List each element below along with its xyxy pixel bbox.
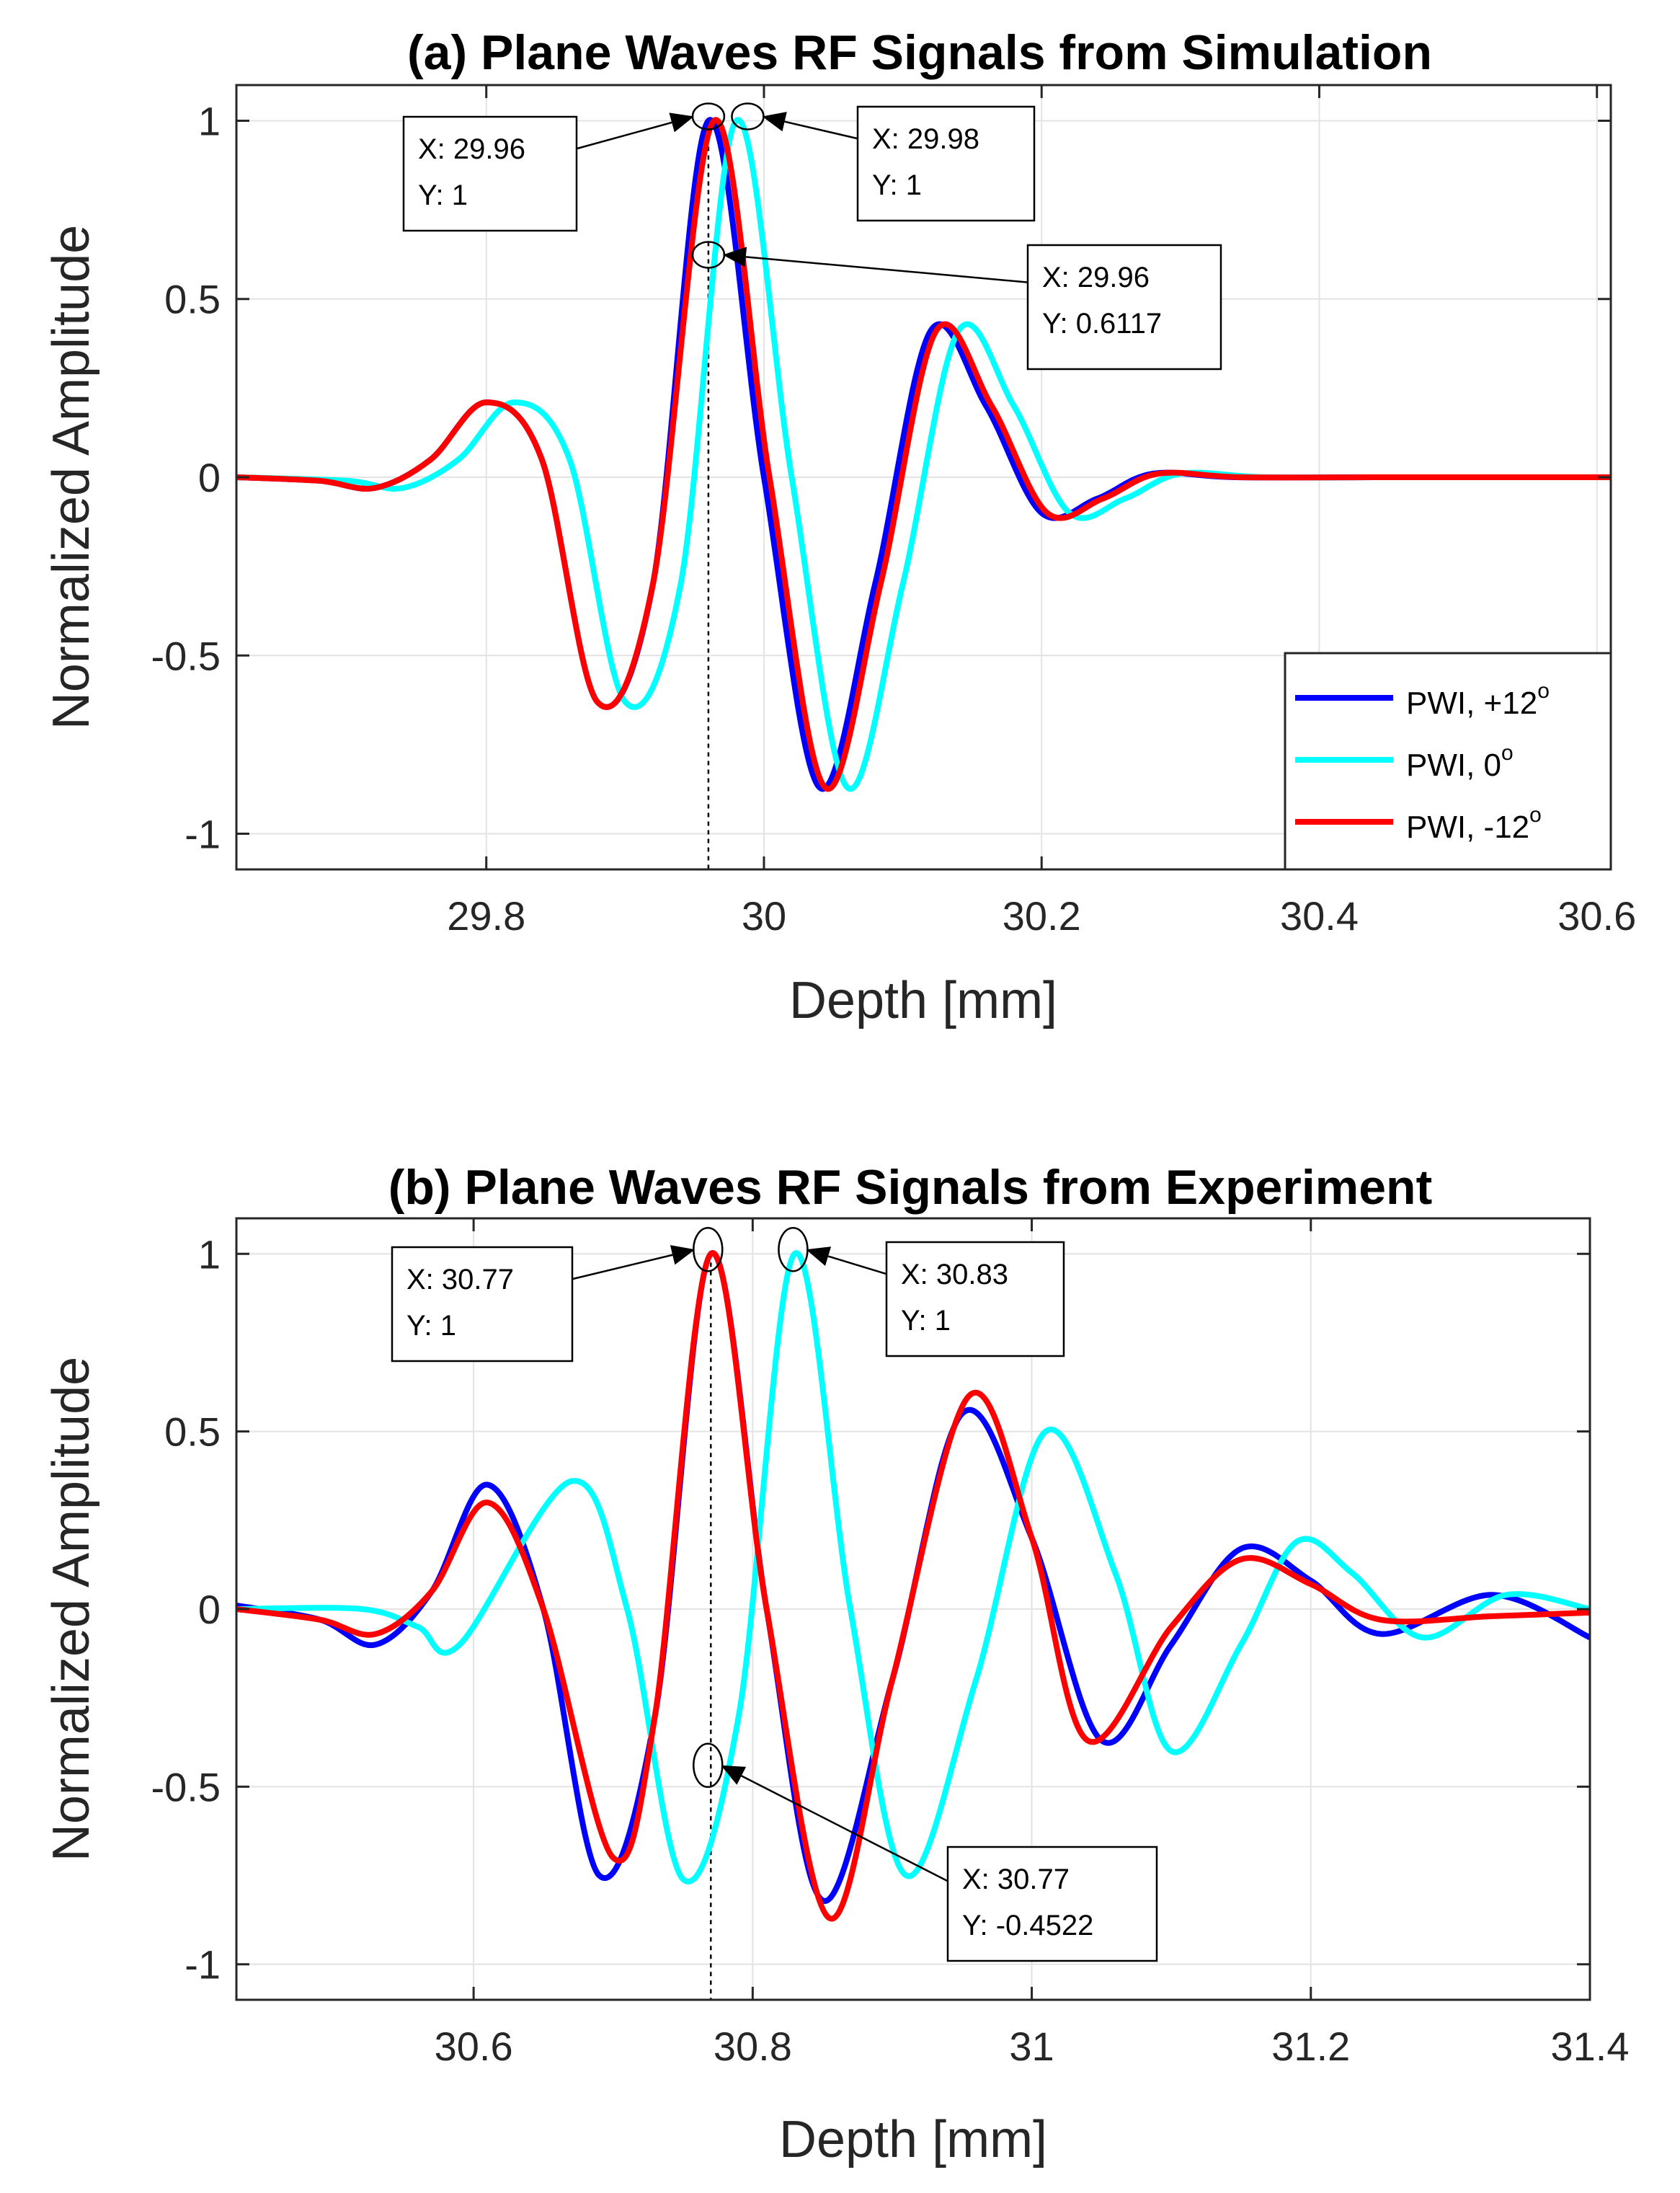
ticks-b: 30.6 30.8 31 31.2 31.4 1 0.5 0 -0.5 -1 [151,1218,1630,2069]
legend-label-degree-0: o [1537,679,1550,703]
series-line-a-2 [236,117,1611,792]
legend-label-2: PWI, -12o [1406,803,1542,845]
x-tick-label-b-4: 31.4 [1551,2024,1630,2069]
y-tick-label-a-4: -1 [185,812,221,857]
ticks-a: 29.8 30 30.2 30.4 30.6 1 0.5 0 -0.5 -1 [151,85,1636,939]
series-group-b [236,1250,1591,1922]
datatip-x-label-a-2: X: 29.96 [1042,262,1150,293]
x-tick-label-a-3: 30.4 [1280,893,1359,939]
datatips-a: X: 29.96 Y: 1 X: 29.98 Y: 1 X: 29.96 Y: 0.611… [402,102,1222,371]
datatip-marker-b-1 [778,1227,809,1272]
y-axis-label-a: Normalized Amplitude [43,225,100,730]
x-axis-label-a: Depth [mm] [789,972,1057,1029]
datatip-x-label-b-0: X: 30.77 [406,1264,514,1295]
datatip-arrow-line-a-0 [576,121,672,150]
datatip-box-b-2 [946,1846,1158,1962]
x-tick-label-a-4: 30.6 [1557,893,1636,939]
datatip-x-label-b-1: X: 30.83 [901,1259,1008,1290]
x-tick-label-b-0: 30.6 [435,2024,513,2069]
y-axis-label-b: Normalized Amplitude [43,1357,100,1861]
datatip-arrow-line-b-1 [827,1255,887,1275]
series-line-b-2 [236,1250,1591,1922]
datatip-arrow-line-a-1 [784,120,858,140]
datatip-x-label-a-1: X: 29.98 [872,123,979,155]
datatip-arrow-head-a-1 [762,112,787,132]
x-tick-label-b-3: 31.2 [1271,2024,1350,2069]
datatip-arrow-line-b-2 [741,1775,948,1882]
datatip-x-label-a-0: X: 29.96 [418,133,525,165]
datatip-marker-b-2 [693,1742,724,1789]
y-tick-label-b-4: -1 [185,1942,221,1988]
datatip-box-a-0 [402,115,578,232]
chart-title-a: (a) Plane Waves RF Signals from Simulati… [407,25,1432,80]
chart-title-b: (b) Plane Waves RF Signals from Experime… [388,1160,1433,1215]
x-tick-label-b-2: 31 [1009,2024,1054,2069]
y-tick-label-a-1: 0.5 [164,277,221,322]
datatip-y-label-b-0: Y: 1 [406,1310,456,1342]
datatip-box-b-0 [391,1246,574,1363]
x-axis-label-b: Depth [mm] [779,2111,1047,2168]
x-tick-label-a-2: 30.2 [1003,893,1081,939]
datatip-arrow-line-a-2 [745,256,1028,283]
y-tick-label-a-0: 1 [198,98,221,143]
datatip-y-label-a-2: Y: 0.6117 [1042,308,1162,340]
y-tick-label-b-1: 0.5 [164,1409,221,1455]
datatip-y-label-a-1: Y: 1 [872,169,922,201]
x-tick-label-b-1: 30.8 [714,2024,792,2069]
legend: PWI, +12o PWI, 0o PWI, -12o [1284,652,1612,871]
datatip-arrow-head-b-1 [806,1246,832,1266]
datatip-arrow-head-a-2 [722,247,747,267]
datatip-box-a-1 [856,105,1036,222]
datatip-arrow-head-a-0 [669,112,694,133]
legend-label-degree-1: o [1501,741,1514,765]
series-group-a [236,117,1611,792]
x-tick-label-a-0: 29.8 [447,893,525,939]
datatip-x-label-b-2: X: 30.77 [962,1864,1070,1895]
datatip-arrow-line-b-0 [572,1254,673,1280]
legend-label-degree-2: o [1529,803,1542,827]
series-line-a-1 [236,117,1611,792]
datatip-y-label-b-2: Y: -0.4522 [962,1910,1093,1941]
datatip-marker-a-1 [731,102,765,130]
datatips-b: X: 30.77 Y: 1 X: 30.83 Y: 1 X: 30.77 Y: -0.45… [391,1227,1158,1962]
y-tick-label-a-3: -0.5 [151,633,221,678]
y-tick-label-b-0: 1 [198,1231,221,1277]
datatip-y-label-a-0: Y: 1 [418,180,468,211]
panel-b: (b) Plane Waves RF Signals from Experime… [43,1160,1630,2168]
datatip-arrow-head-b-2 [721,1765,747,1785]
datatip-y-label-b-1: Y: 1 [901,1305,951,1337]
y-tick-label-b-3: -0.5 [151,1764,221,1809]
datatip-arrow-head-b-0 [670,1245,695,1265]
datatip-box-b-1 [885,1241,1065,1357]
panel-a: (a) Plane Waves RF Signals from Simulati… [43,25,1636,1029]
legend-label-1: PWI, 0o [1406,741,1514,783]
y-tick-label-a-2: 0 [198,455,221,500]
legend-label-0: PWI, +12o [1406,679,1550,721]
x-tick-label-a-1: 30 [742,893,786,939]
datatip-box-a-2 [1026,244,1222,371]
y-tick-label-b-2: 0 [198,1587,221,1632]
